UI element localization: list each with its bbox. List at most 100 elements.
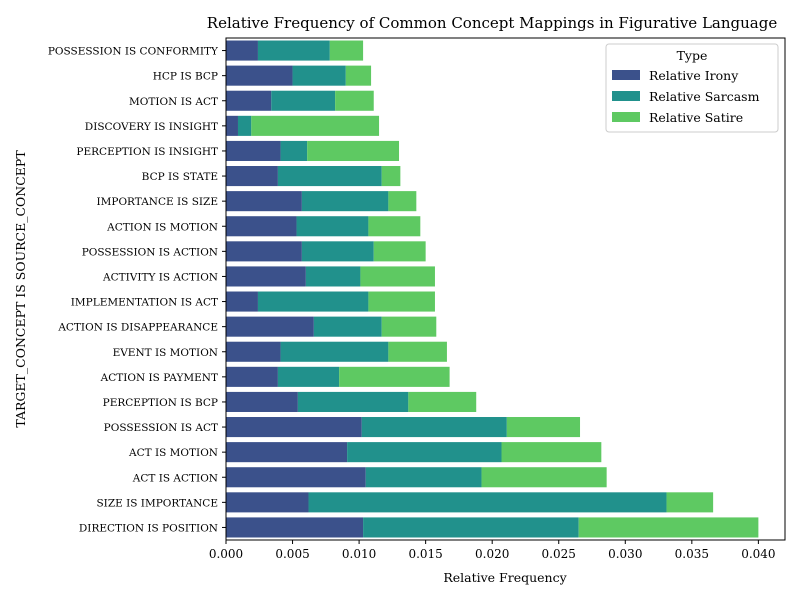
- y-tick-label: POSSESSION IS ACTION: [82, 246, 218, 258]
- bar-relative-satire-0: [578, 517, 759, 538]
- bar-relative-irony-10: [226, 266, 306, 287]
- bar-relative-sarcasm-13: [301, 191, 389, 212]
- bar-relative-satire-15: [307, 140, 400, 161]
- bar-relative-satire-2: [481, 467, 607, 488]
- x-tick-label: 0.000: [209, 547, 243, 561]
- x-tick-label: 0.035: [675, 547, 709, 561]
- legend-swatch: [612, 70, 640, 80]
- bar-relative-irony-19: [226, 40, 258, 61]
- bar-relative-sarcasm-19: [257, 40, 330, 61]
- x-tick-label: 0.015: [408, 547, 442, 561]
- bar-relative-irony-17: [226, 90, 272, 111]
- plot-frame: [225, 37, 786, 541]
- bars-group: [226, 40, 759, 538]
- y-tick-label: DIRECTION IS POSITION: [79, 522, 218, 534]
- x-tick-label: 0.040: [741, 547, 775, 561]
- x-axis-ticks: 0.000 0.005 0.010 0.015 0.020 0.025 0.030 0.035…: [209, 540, 776, 561]
- y-tick-label: IMPLEMENTATION IS ACT: [71, 297, 218, 309]
- y-tick-label: MOTION IS ACT: [129, 96, 218, 108]
- bar-relative-irony-18: [226, 65, 293, 86]
- bar-relative-satire-1: [666, 492, 714, 513]
- bar-relative-irony-13: [226, 191, 302, 212]
- x-tick-label: 0.020: [475, 547, 509, 561]
- legend: Type Relative Irony Relative Sarcasm Relati…: [605, 43, 779, 133]
- bar-relative-satire-3: [501, 442, 602, 463]
- bar-relative-satire-10: [360, 266, 435, 287]
- bar-relative-satire-5: [408, 391, 477, 412]
- x-tick-label: 0.010: [342, 547, 376, 561]
- y-tick-label: ACTION IS DISAPPEARANCE: [57, 322, 218, 334]
- bar-relative-sarcasm-4: [361, 417, 507, 438]
- legend-title: Type: [677, 48, 708, 63]
- legend-entry: Relative Irony: [649, 68, 739, 83]
- bar-relative-irony-8: [226, 316, 314, 337]
- y-tick-label: EVENT IS MOTION: [113, 347, 218, 359]
- x-tick-label: 0.025: [542, 547, 576, 561]
- y-tick-label: ACTIVITY IS ACTION: [102, 271, 218, 283]
- legend-box: [605, 43, 779, 133]
- bar-relative-irony-3: [226, 442, 348, 463]
- y-tick-label: HCP IS BCP: [153, 71, 218, 83]
- bar-relative-sarcasm-15: [280, 140, 308, 161]
- bar-relative-satire-17: [335, 90, 374, 111]
- bar-relative-irony-1: [226, 492, 309, 513]
- bar-relative-sarcasm-3: [347, 442, 502, 463]
- bar-relative-sarcasm-17: [271, 90, 336, 111]
- bar-relative-satire-16: [251, 115, 380, 136]
- bar-relative-irony-14: [226, 166, 278, 187]
- legend-swatch: [612, 91, 640, 101]
- bar-relative-irony-16: [226, 115, 238, 136]
- bar-relative-irony-12: [226, 216, 297, 237]
- x-tick-label: 0.030: [608, 547, 642, 561]
- bar-relative-sarcasm-5: [297, 391, 409, 412]
- y-axis-label: TARGET_CONCEPT IS SOURCE_CONCEPT: [13, 150, 28, 428]
- y-tick-label: BCP IS STATE: [142, 171, 218, 183]
- y-tick-label: ACT IS MOTION: [128, 447, 218, 459]
- bar-relative-irony-9: [226, 291, 258, 312]
- chart-title: Relative Frequency of Common Concept Map…: [207, 14, 778, 32]
- y-tick-label: SIZE IS IMPORTANCE: [96, 497, 218, 509]
- bar-relative-irony-15: [226, 140, 281, 161]
- bar-relative-satire-4: [506, 417, 581, 438]
- legend-swatch: [612, 112, 640, 122]
- bar-relative-irony-7: [226, 341, 281, 362]
- bar-relative-irony-5: [226, 391, 298, 412]
- bar-relative-sarcasm-18: [292, 65, 346, 86]
- bar-relative-sarcasm-8: [313, 316, 382, 337]
- y-tick-label: DISCOVERY IS INSIGHT: [85, 121, 218, 133]
- legend-entry: Relative Sarcasm: [649, 89, 760, 104]
- y-tick-label: ACT IS ACTION: [132, 472, 218, 484]
- bar-relative-sarcasm-0: [363, 517, 579, 538]
- bar-relative-satire-18: [345, 65, 372, 86]
- bar-relative-sarcasm-9: [257, 291, 369, 312]
- bar-relative-satire-8: [381, 316, 437, 337]
- bar-relative-irony-6: [226, 366, 278, 387]
- bar-relative-satire-19: [329, 40, 364, 61]
- bar-relative-sarcasm-7: [280, 341, 389, 362]
- y-tick-label: POSSESSION IS CONFORMITY: [48, 46, 219, 58]
- bar-relative-sarcasm-2: [365, 467, 482, 488]
- bar-relative-satire-11: [373, 241, 426, 262]
- bar-relative-satire-14: [381, 166, 401, 187]
- bar-relative-sarcasm-1: [308, 492, 667, 513]
- y-tick-label: POSSESSION IS ACT: [104, 422, 218, 434]
- bar-relative-irony-0: [226, 517, 364, 538]
- y-tick-label: IMPORTANCE IS SIZE: [96, 196, 218, 208]
- bar-relative-satire-6: [339, 366, 450, 387]
- y-axis-ticks: DIRECTION IS POSITION SIZE IS IMPORTANCE A…: [48, 46, 226, 534]
- bar-relative-sarcasm-14: [277, 166, 382, 187]
- bar-relative-sarcasm-6: [277, 366, 340, 387]
- legend-entry: Relative Satire: [649, 110, 743, 125]
- x-axis-label: Relative Frequency: [443, 570, 567, 585]
- bar-relative-satire-12: [368, 216, 421, 237]
- bar-relative-sarcasm-10: [305, 266, 361, 287]
- bar-relative-satire-13: [388, 191, 417, 212]
- y-tick-label: PERCEPTION IS INSIGHT: [76, 146, 218, 158]
- bar-relative-sarcasm-16: [237, 115, 252, 136]
- bar-relative-irony-2: [226, 467, 366, 488]
- bar-relative-satire-7: [388, 341, 447, 362]
- x-tick-label: 0.005: [275, 547, 309, 561]
- y-tick-label: ACTION IS PAYMENT: [100, 372, 218, 384]
- y-tick-label: PERCEPTION IS BCP: [103, 397, 218, 409]
